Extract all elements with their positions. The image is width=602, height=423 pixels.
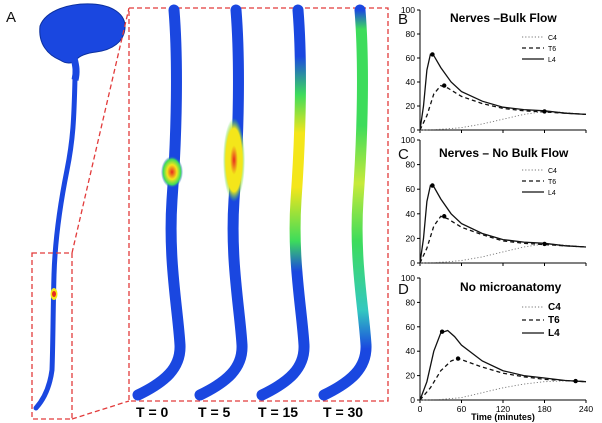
brain-spine-model [33,3,126,411]
cord-t0-body [132,4,186,401]
zoom-connector-top [71,7,130,254]
series-line-l4 [419,184,587,264]
series-line-c4 [419,110,587,131]
y-tick-label: 0 [410,125,415,135]
legend-label: T6 [548,46,556,53]
y-tick-label: 40 [406,77,416,87]
series-line-c4 [419,243,587,264]
legend-label: T6 [548,315,560,326]
legend-label: C4 [548,35,557,42]
x-tick-label: 180 [537,404,551,414]
cord-t5-body [194,4,248,401]
zoom-target-box [128,7,389,402]
series-line-t6 [419,215,587,264]
time-label-t0: T = 0 [136,404,169,420]
time-label-t15: T = 15 [258,404,298,420]
injection-site-core [52,291,56,297]
y-tick-label: 0 [410,258,415,268]
y-tick-label: 40 [406,346,416,356]
panel-letter: C [398,146,409,163]
x-tick-label: 0 [418,404,423,414]
y-tick-label: 100 [401,273,415,283]
time-label-t5: T = 5 [198,404,231,420]
legend-label: L4 [548,57,556,64]
peak-marker [439,329,445,334]
x-tick-label: 60 [457,404,467,414]
cord-t5-hotspot [223,118,245,202]
peak-marker [430,183,435,188]
legend-label: C4 [548,302,561,313]
y-tick-label: 20 [406,101,416,111]
y-tick-label: 60 [406,53,416,63]
panel-a-letter: A [6,9,16,26]
cord-snapshot-t15 [256,4,310,401]
x-axis-label: Time (minutes) [471,412,535,422]
series-line-l4 [419,329,587,401]
spinal-cord-shape [33,75,78,411]
peak-marker [542,109,547,114]
legend-label: C4 [548,168,557,175]
peak-marker [573,378,578,384]
time-label-t30: T = 30 [323,404,363,420]
cord-snapshot-t30 [318,4,372,401]
y-tick-label: 0 [410,395,415,405]
peak-marker [542,241,547,247]
peak-marker [430,52,435,57]
peak-marker [442,214,447,219]
y-tick-label: 80 [406,29,416,39]
panel-letter: B [398,11,408,28]
y-tick-label: 100 [401,135,415,145]
y-tick-label: 40 [406,209,416,219]
chart-panel-c: C Nerves – No Bulk Flow 0 20 40 60 80 100 C4 T6 L4 [398,135,587,268]
legend-label: L4 [548,190,556,197]
chart-panel-b: B Nerves –Bulk Flow 0 20 40 60 80 100 C4 T6 L4 [398,5,587,135]
y-tick-label: 60 [406,322,416,332]
series-line-l4 [419,53,587,131]
chart-title: No microanatomy [460,280,562,294]
series-line-t6 [419,357,587,401]
panel-letter: D [398,281,409,298]
chart-panel-d: D No microanatomy 0 20 40 60 80 100 0 60 120 180 240… [398,273,593,422]
series-line-c4 [419,380,587,401]
legend-label: L4 [548,328,560,339]
cord-t15-body [256,4,310,401]
y-tick-label: 80 [406,160,416,170]
peak-marker [455,356,461,361]
y-tick-label: 20 [406,371,416,381]
y-tick-label: 100 [401,5,415,15]
series-line-t6 [419,84,587,131]
x-tick-label: 240 [579,404,593,414]
chart-title: Nerves –Bulk Flow [450,11,557,25]
legend-label: T6 [548,179,556,186]
zoom-source-box [31,252,73,420]
y-tick-label: 20 [406,233,416,243]
y-tick-label: 80 [406,297,416,307]
brain-shape [39,3,126,64]
peak-marker [442,83,447,88]
chart-title: Nerves – No Bulk Flow [439,146,569,160]
cord-snapshot-t5 [194,4,248,401]
x-tick-label: 120 [496,404,510,414]
cord-t0-hotspot [161,156,183,188]
y-tick-label: 60 [406,184,416,194]
cord-snapshot-t0 [132,4,186,401]
cord-t30-body [318,4,372,401]
zoom-connector-bottom [71,400,130,420]
